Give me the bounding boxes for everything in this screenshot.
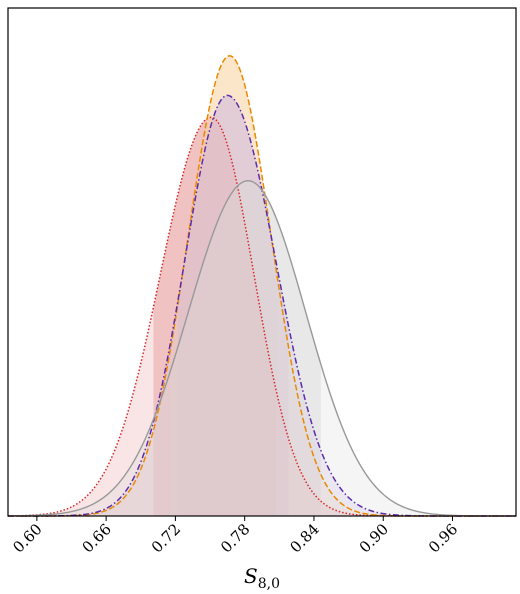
x-tick-label-4: 0.84: [286, 520, 322, 556]
x-tick-label-1: 0.66: [79, 520, 115, 556]
x-tick-label-6: 0.96: [425, 520, 461, 556]
curve-fills: [8, 55, 516, 517]
curve-area-1: [8, 55, 516, 517]
curve-area-2: [8, 95, 516, 516]
x-tick-label-0: 0.60: [9, 520, 45, 556]
x-axis-label: S8,0: [244, 564, 280, 592]
x-axis-label-sub: 8,0: [258, 576, 280, 592]
curve-area-3: [8, 180, 516, 516]
x-tick-label-5: 0.90: [356, 520, 392, 556]
x-tick-label-2: 0.72: [148, 520, 184, 556]
plot-frame: [7, 7, 517, 517]
curve-line-3: [7, 180, 516, 517]
x-tick-label-3: 0.78: [217, 520, 253, 556]
curve-line-0: [7, 116, 516, 517]
curve-area-0: [8, 117, 516, 516]
x-axis-ticks: 0.60 0.66 0.72 0.78 0.84 0.90 0.96: [9, 516, 461, 556]
x-axis-label-main: S: [244, 564, 258, 588]
